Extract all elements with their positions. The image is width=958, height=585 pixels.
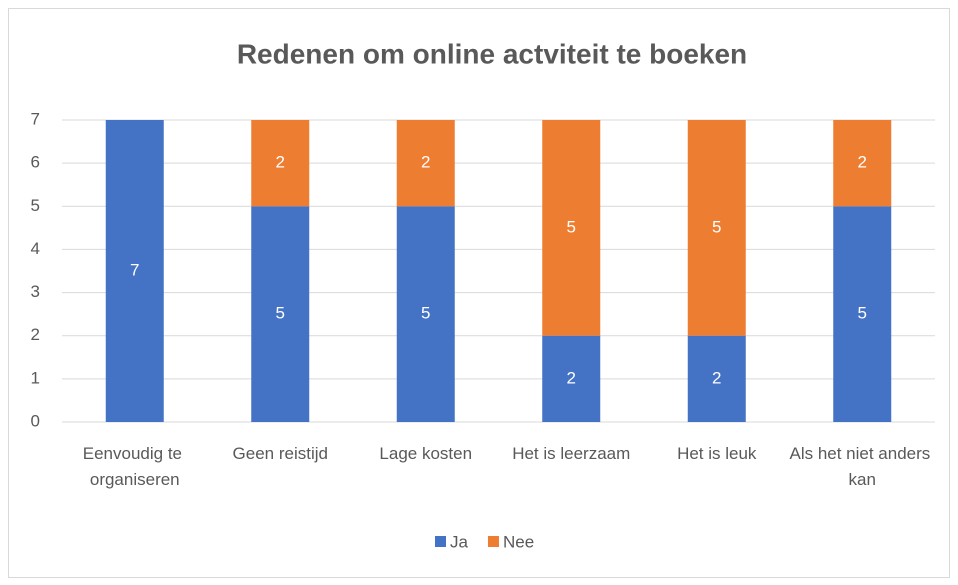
x-tick-label: Geen reistijd: [233, 444, 328, 463]
y-tick-label: 1: [31, 368, 40, 387]
bar-segment: [105, 120, 164, 422]
bar-segment: [396, 120, 455, 207]
legend-swatch: [487, 536, 499, 547]
x-tick-label: Het is leuk: [677, 444, 757, 463]
data-label: 7: [130, 260, 139, 279]
data-label: 2: [276, 153, 285, 172]
y-tick-label: 4: [31, 239, 40, 258]
bar-segment: [396, 206, 455, 422]
x-tick-label: Als het niet anders kan: [789, 444, 935, 489]
bar-segment: [687, 335, 746, 422]
x-tick-label: Het is leerzaam: [512, 444, 630, 463]
data-label: 2: [421, 153, 430, 172]
chart-title: Redenen om online actviteit te boeken: [237, 38, 747, 69]
y-tick-label: 2: [31, 325, 40, 344]
legend-label: Ja: [450, 532, 469, 551]
data-label: 5: [276, 304, 285, 323]
bar-segment: [687, 120, 746, 336]
data-label: 5: [858, 304, 867, 323]
y-tick-label: 0: [31, 411, 40, 430]
y-tick-label: 3: [31, 282, 40, 301]
bar-segment: [251, 206, 310, 422]
y-tick-label: 7: [31, 109, 40, 128]
data-label: 2: [858, 153, 867, 172]
bar-segment: [542, 335, 601, 422]
bar-segment: [833, 120, 892, 207]
legend-swatch: [435, 536, 446, 547]
legend-label: Nee: [503, 532, 534, 551]
bar-segment: [542, 120, 601, 336]
bar-segment: [251, 120, 310, 207]
data-label: 5: [567, 217, 576, 236]
data-label: 5: [712, 217, 721, 236]
data-label: 2: [712, 368, 721, 387]
y-tick-label: 5: [31, 196, 40, 215]
data-label: 2: [567, 368, 576, 387]
x-tick-label: Lage kosten: [379, 444, 472, 463]
data-label: 5: [421, 304, 430, 323]
bar-segment: [833, 206, 892, 422]
x-tick-label: Eenvoudig te organiseren: [83, 444, 187, 489]
y-tick-label: 6: [31, 153, 40, 172]
